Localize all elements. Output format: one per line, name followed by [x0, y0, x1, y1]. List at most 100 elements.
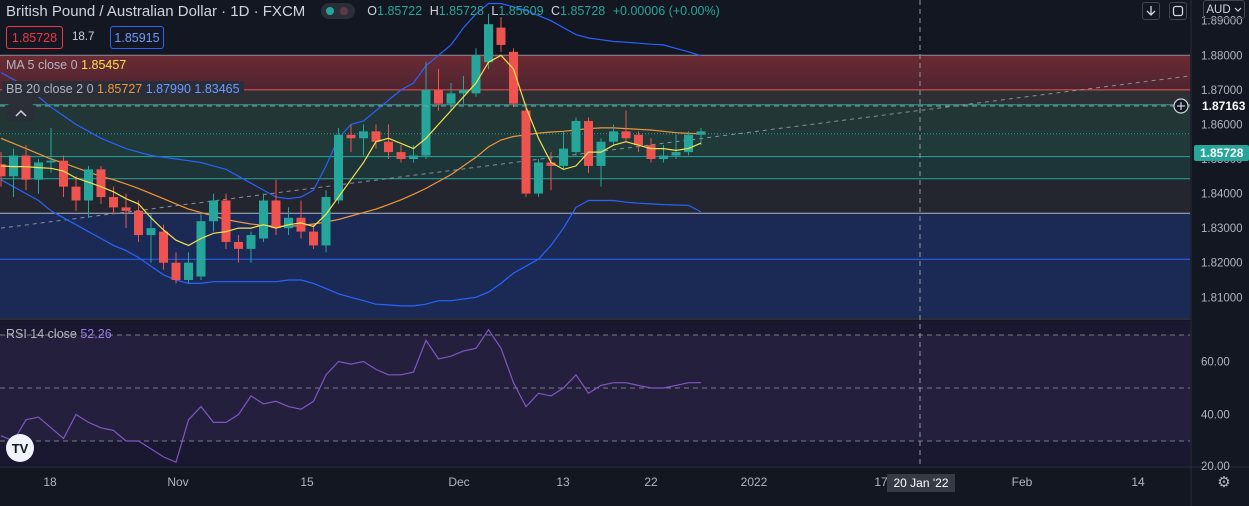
price-tick-label: 1.86000: [1201, 119, 1243, 131]
candle-body: [546, 162, 556, 166]
candle-body: [509, 51, 518, 104]
bb-legend[interactable]: BB 20 close 2 0 1.85727 1.87990 1.83465: [2, 81, 244, 97]
candle-body: [496, 27, 506, 45]
date-tick-label: 2022: [741, 475, 768, 489]
candle-body: [571, 120, 581, 153]
date-tick-label: 13: [556, 475, 570, 489]
fib-level-bands: [0, 55, 1190, 318]
candle-body: [134, 210, 143, 236]
symbol-title[interactable]: British Pound / Australian Dollar · 1D ·…: [6, 2, 306, 20]
candle-body: [21, 155, 31, 180]
candle-body: [171, 262, 181, 280]
candle-body: [596, 141, 606, 166]
date-tick-label: 15: [300, 475, 314, 489]
candle-body: [259, 200, 268, 239]
candle-body: [671, 152, 681, 156]
buy-button[interactable]: 1.85915: [110, 26, 164, 49]
candle-body: [534, 162, 543, 194]
rsi-axis[interactable]: 60.00 40.00 20.00: [1201, 357, 1230, 474]
candle-body: [59, 160, 68, 187]
ma5-line: [0, 54, 702, 247]
candle-body: [159, 231, 168, 263]
date-tick-label: 22: [644, 475, 658, 489]
price-tick-label: 1.88000: [1201, 50, 1243, 62]
price-tick-label: 1.81000: [1201, 292, 1243, 304]
price-tick-label: 1.83000: [1201, 223, 1243, 235]
candle-body: [434, 89, 443, 104]
gear-icon[interactable]: ⚙: [1217, 474, 1231, 491]
candle-body: [271, 200, 281, 229]
rsi-tick-label: 20.00: [1201, 461, 1230, 473]
candle-body: [446, 93, 456, 104]
candle-body: [659, 155, 668, 159]
ma-legend[interactable]: MA 5 close 0 1.85457: [6, 58, 127, 72]
crosshair-plus-icon[interactable]: [1173, 98, 1189, 114]
candle-body: [621, 131, 631, 139]
collapse-legend-button[interactable]: [7, 104, 34, 121]
fib-band: [0, 178, 1190, 214]
crosshair-date-label: 20 Jan '22: [887, 474, 955, 492]
date-tick-label: Dec: [448, 475, 469, 489]
candle-body: [221, 200, 231, 242]
scroll-to-latest-button[interactable]: [1142, 2, 1160, 20]
chevron-up-icon: [14, 109, 27, 117]
candle-body: [209, 200, 218, 222]
candle-body: [696, 131, 706, 135]
candle-body: [234, 241, 243, 249]
current-price-label: 1.85728: [1194, 145, 1249, 161]
date-tick-label: 18: [43, 475, 57, 489]
spread-value: 18.7: [72, 31, 95, 43]
candle-body: [609, 131, 618, 142]
candle-body: [9, 155, 18, 177]
ohlc-values: O1.85722 H1.85728 L1.85609 C1.85728 +0.0…: [367, 4, 720, 18]
chevron-down-icon: [1234, 7, 1242, 12]
candle-body: [71, 186, 81, 201]
candle-body: [421, 89, 431, 156]
candle-body: [146, 228, 156, 236]
candle-body: [296, 217, 306, 232]
price-tick-label: 1.87000: [1201, 85, 1243, 97]
fib-band: [0, 156, 1190, 179]
candle-body: [471, 55, 481, 94]
candle-body: [121, 207, 131, 211]
screenshot-button[interactable]: [1169, 2, 1187, 20]
market-status-toggle[interactable]: [321, 3, 356, 19]
fib-band: [0, 213, 1190, 260]
symbol-header: British Pound / Australian Dollar · 1D ·…: [6, 2, 724, 20]
candle-body: [196, 221, 206, 277]
candle-body: [384, 141, 393, 153]
bb-upper-line: [0, 2, 702, 200]
candle-body: [584, 120, 593, 166]
rsi-tick-label: 60.00: [1201, 357, 1230, 369]
candle-body: [396, 152, 406, 159]
currency-selector[interactable]: AUD: [1203, 0, 1245, 19]
candle-body: [34, 162, 43, 180]
date-tick-label: 17: [874, 475, 888, 489]
candle-body: [359, 131, 368, 139]
candle-body: [459, 89, 468, 94]
rsi-legend[interactable]: RSI 14 close 52.26: [6, 327, 112, 341]
candle-body: [109, 197, 118, 208]
candle-body: [634, 134, 643, 146]
candle-body: [346, 134, 356, 139]
sell-button[interactable]: 1.85728: [6, 26, 63, 49]
candle-body: [646, 145, 656, 159]
candle-body: [246, 235, 256, 249]
candles[interactable]: [0, 13, 706, 284]
candle-body: [0, 164, 6, 177]
time-axis[interactable]: 18 Nov 15 Dec 13 22 2022 17 Feb 14: [43, 475, 1145, 489]
date-tick-label: Nov: [167, 475, 188, 489]
candle-body: [559, 148, 568, 166]
candle-body: [96, 169, 106, 198]
rsi-levels: [0, 334, 1190, 442]
candle-body: [334, 134, 343, 201]
rsi-line: [0, 328, 701, 464]
svg-text:TV: TV: [12, 441, 29, 456]
horizontal-levels: [0, 54, 1190, 260]
bb-lower-line: [0, 179, 702, 307]
price-tick-label: 1.84000: [1201, 189, 1243, 201]
screenshot-icon: [1172, 5, 1184, 17]
tradingview-logo[interactable]: TV: [6, 434, 34, 462]
candle-body: [321, 197, 331, 246]
